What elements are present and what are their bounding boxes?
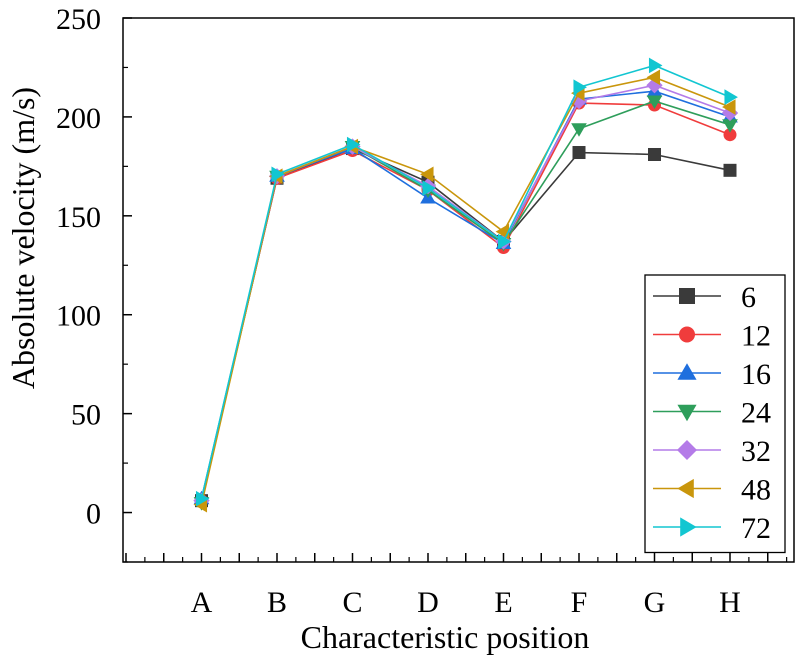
data-point bbox=[648, 147, 661, 161]
data-point bbox=[420, 166, 434, 183]
y-tick-label: 250 bbox=[56, 3, 101, 36]
legend-entry-16: 16 bbox=[653, 358, 771, 391]
x-tick-label: G bbox=[644, 586, 666, 619]
x-tick-label: H bbox=[719, 586, 741, 619]
y-tick-label: 200 bbox=[56, 102, 101, 135]
legend-label: 32 bbox=[741, 435, 771, 468]
legend-marker bbox=[680, 517, 697, 537]
legend-entry-48: 48 bbox=[653, 474, 771, 507]
legend-label: 48 bbox=[741, 474, 771, 507]
y-tick-label: 150 bbox=[56, 201, 101, 234]
legend-marker bbox=[676, 439, 698, 461]
series-line-12 bbox=[200, 102, 731, 501]
x-tick-label: F bbox=[571, 586, 588, 619]
plot-frame bbox=[122, 17, 795, 563]
data-point bbox=[571, 123, 587, 137]
axes: 0 50 100 150 200 250 A B C D E F G H bbox=[56, 3, 795, 619]
legend-marker bbox=[677, 478, 694, 499]
data-point bbox=[422, 180, 436, 196]
data-point bbox=[346, 136, 361, 153]
series-layer bbox=[193, 57, 739, 513]
legend-entry-6: 6 bbox=[653, 281, 756, 314]
legend-marker bbox=[677, 363, 697, 380]
legend-label: 24 bbox=[741, 397, 771, 430]
legend-label: 6 bbox=[741, 281, 756, 314]
legend-entry-24: 24 bbox=[653, 397, 771, 430]
data-point bbox=[648, 57, 663, 74]
legend-entry-72: 72 bbox=[653, 512, 771, 545]
y-tick-label: 50 bbox=[71, 399, 101, 432]
y-axis-title: Absolute velocity (m/s) bbox=[5, 87, 41, 389]
legend-entry-12: 12 bbox=[653, 320, 771, 353]
data-point bbox=[646, 69, 661, 86]
legend-entry-32: 32 bbox=[653, 435, 771, 468]
data-point bbox=[723, 163, 737, 177]
y-tick-label: 0 bbox=[86, 498, 101, 531]
legend-box bbox=[644, 274, 786, 554]
data-point bbox=[271, 166, 285, 183]
data-point bbox=[573, 79, 587, 96]
series-line-48 bbox=[200, 76, 731, 505]
legend-label: 72 bbox=[741, 512, 771, 545]
x-tick-label: E bbox=[494, 586, 512, 619]
x-tick-label: D bbox=[417, 586, 439, 619]
y-tick-label: 100 bbox=[56, 300, 101, 333]
series-line-72 bbox=[200, 64, 731, 499]
x-tick-label: B bbox=[267, 586, 287, 619]
series-72 bbox=[195, 57, 738, 507]
data-point bbox=[195, 490, 210, 507]
data-point bbox=[572, 146, 586, 160]
legend-marker bbox=[677, 404, 697, 422]
legend: 6 12 16 24 32 48 72 bbox=[644, 274, 786, 554]
legend-label: 16 bbox=[741, 358, 771, 391]
legend-label: 12 bbox=[741, 320, 771, 353]
legend-marker bbox=[679, 288, 695, 304]
data-point bbox=[722, 99, 736, 115]
data-point bbox=[646, 95, 663, 110]
data-point bbox=[724, 89, 738, 105]
x-tick-label: A bbox=[191, 586, 213, 619]
x-tick-label: C bbox=[342, 586, 362, 619]
data-point bbox=[497, 233, 512, 250]
legend-marker bbox=[679, 326, 695, 343]
x-axis-title: Characteristic position bbox=[301, 619, 590, 655]
